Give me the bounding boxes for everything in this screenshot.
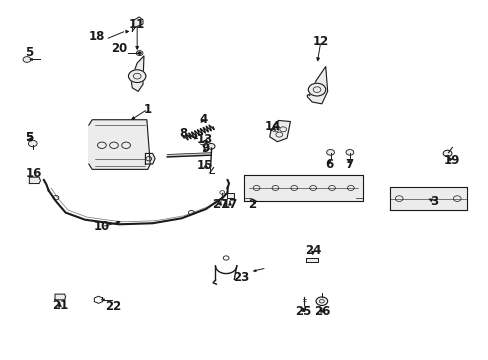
Polygon shape	[306, 258, 317, 262]
Circle shape	[346, 149, 353, 155]
Circle shape	[442, 150, 451, 157]
Text: 12: 12	[312, 35, 328, 48]
Polygon shape	[167, 153, 211, 157]
Text: 17: 17	[222, 198, 238, 211]
Text: 14: 14	[264, 120, 280, 133]
Text: 21: 21	[52, 299, 68, 312]
Text: 11: 11	[129, 18, 145, 31]
Polygon shape	[132, 17, 142, 31]
Polygon shape	[269, 121, 290, 142]
Text: 9: 9	[201, 141, 209, 154]
Circle shape	[23, 57, 31, 62]
Text: 18: 18	[89, 30, 105, 43]
Text: 5: 5	[25, 131, 33, 144]
Text: 25: 25	[295, 305, 311, 318]
Text: 26: 26	[313, 305, 329, 318]
Text: 6: 6	[325, 158, 332, 171]
Text: 20: 20	[110, 42, 127, 55]
Text: 23: 23	[233, 271, 249, 284]
Text: 3: 3	[429, 195, 438, 208]
Text: 5: 5	[25, 131, 33, 144]
Text: 2: 2	[247, 198, 255, 211]
Circle shape	[28, 140, 37, 147]
Text: 19: 19	[442, 154, 459, 167]
Polygon shape	[29, 177, 41, 184]
Text: 13: 13	[196, 133, 212, 146]
Circle shape	[308, 83, 325, 96]
Text: 24: 24	[305, 244, 321, 257]
Polygon shape	[89, 120, 150, 169]
Text: 22: 22	[104, 300, 121, 313]
Text: 15: 15	[196, 159, 213, 172]
Polygon shape	[389, 187, 466, 210]
Polygon shape	[145, 153, 155, 164]
Circle shape	[326, 149, 334, 155]
Text: 4: 4	[199, 113, 207, 126]
Text: 10: 10	[94, 220, 110, 233]
Polygon shape	[307, 67, 327, 104]
Polygon shape	[244, 175, 362, 201]
Circle shape	[128, 70, 145, 82]
Circle shape	[315, 297, 327, 306]
Text: 1: 1	[143, 103, 152, 116]
Text: 16: 16	[26, 167, 42, 180]
Text: 5: 5	[25, 46, 33, 59]
Text: 7: 7	[344, 158, 352, 171]
Polygon shape	[131, 56, 143, 91]
Circle shape	[207, 144, 215, 149]
Text: 8: 8	[179, 127, 187, 140]
Circle shape	[138, 52, 141, 54]
Polygon shape	[226, 193, 233, 198]
Polygon shape	[55, 294, 65, 300]
Text: 27: 27	[212, 198, 228, 211]
